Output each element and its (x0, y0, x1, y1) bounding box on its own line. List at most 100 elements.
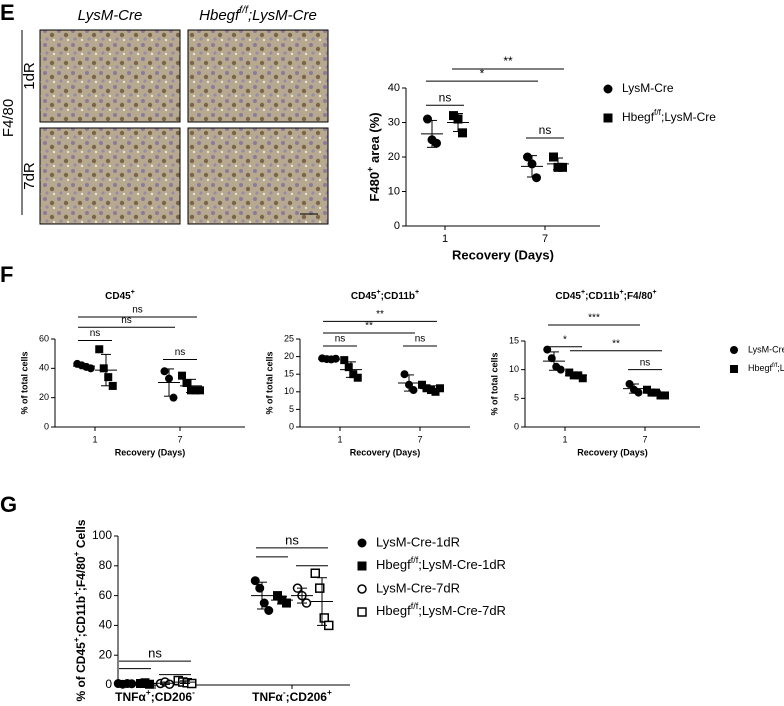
point (344, 363, 353, 372)
text-part: ;LysM-Cre (777, 363, 784, 373)
text-part: - (192, 687, 195, 697)
row-label: 1dR (21, 62, 38, 90)
text-part: Hbegf (748, 363, 773, 373)
significance-label: * (563, 334, 567, 345)
error-bar (427, 119, 437, 148)
error-bar (651, 390, 661, 396)
point (99, 364, 108, 373)
significance-label: *** (588, 313, 600, 324)
panel-label: F (0, 262, 13, 287)
text-part: % of CD45 (74, 642, 88, 702)
point (255, 583, 265, 593)
y-tick-label: 80 (99, 558, 113, 572)
text-part: ;F4/80 (74, 556, 88, 591)
significance-label: ns (175, 347, 186, 358)
error-bar (101, 353, 111, 387)
error-bar (426, 385, 436, 392)
point (409, 386, 418, 395)
error-bar (527, 155, 537, 178)
y-axis-label: F480+ area (%) (365, 112, 382, 201)
text-part: CD45 (555, 291, 581, 302)
point (730, 365, 738, 373)
text-part: ;CD206 (286, 690, 328, 704)
legend-label: Hbegff/f;LysM-Cre-7dR (376, 601, 506, 618)
x-tick-label: 7 (177, 434, 182, 444)
x-axis-label: Recovery (Days) (350, 447, 421, 457)
error-bar (140, 682, 150, 685)
point (340, 356, 349, 365)
point (169, 393, 178, 402)
text-part: Hbegf (199, 7, 241, 24)
point (315, 583, 325, 593)
y-tick-label: 30 (388, 116, 400, 128)
y-tick-label: 40 (388, 82, 400, 94)
significance-label: ns (415, 334, 426, 345)
error-bar (297, 587, 307, 604)
point (400, 370, 409, 379)
column-label: Hbegff/f;LysM-Cre (199, 4, 317, 24)
text-part: + (415, 289, 419, 296)
y-tick-label: 0 (514, 421, 519, 431)
panel-label: G (0, 492, 17, 517)
y-tick-label: 40 (99, 618, 113, 632)
text-part: ;CD206 (151, 690, 193, 704)
error-bar (549, 351, 559, 371)
panel-label: E (0, 0, 15, 25)
text-part: ;LysM-Cre (661, 110, 716, 124)
y-tick-label: 60 (39, 333, 49, 343)
legend-label: Hbegff/f;LysM-Cre (748, 362, 784, 373)
x-tick-label: 1 (92, 434, 97, 444)
y-tick-label: 60 (99, 588, 113, 602)
point (578, 374, 587, 383)
point (603, 113, 613, 123)
text-part: - (283, 687, 286, 697)
significance-label: ** (612, 338, 620, 349)
text-part: ;LysM-Cre-1dR (418, 557, 506, 572)
point (357, 561, 367, 571)
legend-label: Hbegff/f;LysM-Cre-1dR (376, 555, 506, 572)
text-part: Hbegf (376, 603, 411, 618)
significance-label: ns (148, 646, 162, 661)
error-bar (317, 577, 327, 626)
y-tick-label: 40 (39, 363, 49, 373)
text-part: area (%) (367, 112, 382, 166)
x-tick-label: 1 (337, 434, 342, 444)
marker-label: F4/80 (0, 99, 17, 137)
y-tick-label: 10 (284, 386, 294, 396)
point (250, 576, 260, 586)
point (357, 607, 367, 617)
x-tick-label: 7 (642, 434, 647, 444)
x-axis-label: Recovery (Days) (452, 247, 554, 262)
y-tick-label: 15 (509, 335, 519, 345)
text-part: Hbegf (622, 110, 655, 124)
y-tick-label: 0 (105, 677, 112, 691)
y-tick-label: 10 (388, 185, 400, 197)
text-part: f/f (654, 107, 662, 117)
point (160, 367, 169, 376)
chart-title: CD45+ (105, 289, 135, 301)
x-tick-label: 1 (442, 233, 448, 245)
error-bar (257, 581, 267, 610)
text-part: ;F4/80 (624, 291, 653, 302)
error-bar (164, 368, 174, 397)
point (661, 391, 669, 400)
point (423, 114, 432, 124)
significance-label: ns (90, 328, 101, 339)
x-axis-label: Recovery (Days) (115, 447, 186, 457)
y-tick-label: 20 (99, 647, 113, 661)
significance-label: ns (335, 334, 346, 345)
x-tick-label: TNFα+;CD206- (115, 687, 195, 704)
chart-title: CD45+;CD11b+;F4/80+ (555, 289, 656, 301)
significance-label: * (480, 66, 485, 80)
text-part: + (376, 289, 380, 296)
y-tick-label: 0 (394, 220, 400, 232)
error-bar (324, 357, 334, 361)
text-part: f/f (411, 555, 419, 565)
y-axis-label: % of CD45+;CD11b+;F4/80+ Cells (71, 519, 88, 701)
x-tick-label: 7 (542, 233, 548, 245)
text-part: + (71, 551, 81, 556)
significance-label: ** (376, 309, 384, 320)
point (259, 598, 269, 608)
error-bar (120, 682, 130, 686)
x-axis-label: Recovery (Days) (577, 447, 648, 457)
